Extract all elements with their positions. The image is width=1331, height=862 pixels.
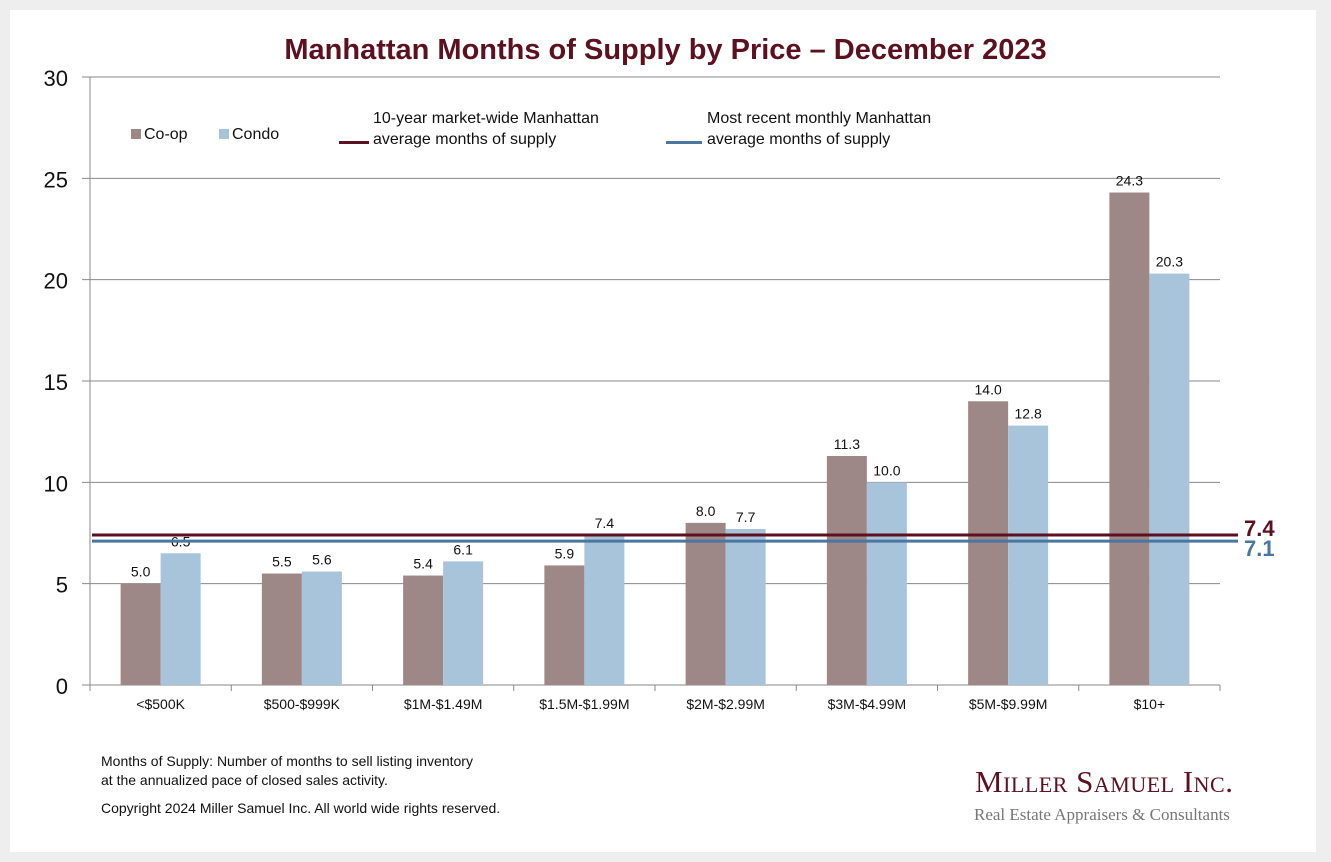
data-label: 5.4 xyxy=(413,556,433,572)
x-tick-label: $2M-$2.99M xyxy=(686,696,765,712)
x-tick-label: $5M-$9.99M xyxy=(969,696,1048,712)
definition-line-2: at the annualized pace of closed sales a… xyxy=(101,772,388,788)
y-tick-label: 30 xyxy=(44,66,68,91)
bar-condo xyxy=(443,561,484,685)
data-label: 7.7 xyxy=(736,509,756,525)
x-tick-label: $1M-$1.49M xyxy=(404,696,483,712)
data-label: 10.0 xyxy=(873,462,900,478)
data-label: 11.3 xyxy=(834,436,860,452)
copyright-note: Copyright 2024 Miller Samuel Inc. All wo… xyxy=(101,800,501,816)
legend-swatch-coop xyxy=(131,129,141,139)
y-tick-label: 5 xyxy=(56,573,68,598)
x-tick-label: $10+ xyxy=(1134,696,1166,712)
legend-line-ten-year xyxy=(339,141,369,144)
data-label: 5.6 xyxy=(312,552,332,568)
bar-co-op xyxy=(685,522,726,685)
bar-condo xyxy=(584,535,625,685)
legend-label-ten-year-2: average months of supply xyxy=(373,131,557,148)
bar-co-op xyxy=(968,401,1009,685)
legend-label-recent-1: Most recent monthly Manhattan xyxy=(707,110,932,127)
legend-label-condo: Condo xyxy=(232,126,280,143)
reference-line-label: 7.1 xyxy=(1244,536,1275,561)
bar-co-op xyxy=(544,565,585,685)
legend-label-ten-year-1: 10-year market-wide Manhattan xyxy=(373,110,599,127)
logo-name: Miller Samuel Inc. xyxy=(975,764,1234,799)
data-label: 7.4 xyxy=(595,515,615,531)
legend-line-recent xyxy=(666,141,702,144)
legend-swatch-condo xyxy=(219,129,229,139)
bar-condo xyxy=(1149,273,1190,685)
bar-co-op xyxy=(261,573,302,685)
legend-label-coop: Co-op xyxy=(144,126,188,143)
definition-line-1: Months of Supply: Number of months to se… xyxy=(101,753,473,769)
chart-card xyxy=(10,10,1316,852)
chart-title: Manhattan Months of Supply by Price – De… xyxy=(284,34,1047,66)
reference-line-label: 7.4 xyxy=(1244,516,1275,541)
data-label: 14.0 xyxy=(975,381,1002,397)
x-tick-label: $3M-$4.99M xyxy=(828,696,907,712)
y-tick-label: 25 xyxy=(44,167,68,192)
data-label: 24.3 xyxy=(1116,173,1143,189)
data-label: 20.3 xyxy=(1156,254,1183,270)
y-tick-label: 10 xyxy=(44,471,68,496)
x-tick-label: <$500K xyxy=(136,696,185,712)
x-tick-label: $1.5M-$1.99M xyxy=(539,696,629,712)
data-label: 6.1 xyxy=(453,541,473,557)
bar-co-op xyxy=(403,575,444,685)
bar-co-op xyxy=(826,455,867,685)
y-tick-label: 15 xyxy=(44,370,68,395)
bar-condo xyxy=(160,553,201,685)
y-tick-label: 20 xyxy=(44,269,68,294)
legend-label-recent-2: average months of supply xyxy=(707,131,891,148)
data-label: 5.0 xyxy=(131,564,151,580)
bar-co-op xyxy=(1109,192,1150,685)
bar-condo xyxy=(1008,425,1049,685)
bar-condo xyxy=(866,482,907,685)
bar-co-op xyxy=(120,583,161,685)
bar-condo xyxy=(725,528,766,685)
data-label: 8.0 xyxy=(696,503,716,519)
data-label: 5.9 xyxy=(555,545,575,561)
y-tick-label: 0 xyxy=(56,674,68,699)
data-label: 12.8 xyxy=(1015,406,1042,422)
bar-condo xyxy=(301,571,342,685)
x-tick-label: $500-$999K xyxy=(264,696,341,712)
data-label: 5.5 xyxy=(272,554,292,570)
logo-tagline: Real Estate Appraisers & Consultants xyxy=(974,805,1230,824)
